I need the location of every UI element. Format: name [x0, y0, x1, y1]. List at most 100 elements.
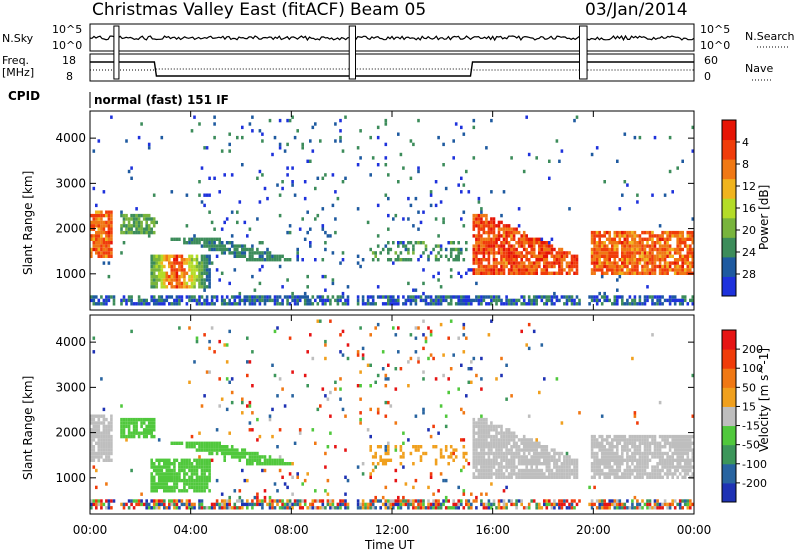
power-cell-1090	[427, 254, 430, 258]
velocity-cell-51	[97, 455, 101, 459]
velocity-cell-2132	[658, 506, 662, 510]
power-cell-1070	[419, 298, 423, 303]
nave-tick-low: 0	[704, 70, 711, 83]
velocity-cell-1482	[510, 451, 513, 456]
velocity-cell-1736	[565, 455, 569, 459]
power-cell-2326	[691, 251, 695, 255]
power-cell-690	[253, 302, 257, 306]
velocity-cell-939	[376, 499, 380, 503]
velocity-cell-857	[336, 502, 340, 507]
power-cell-699	[256, 251, 259, 255]
power-cell-2162	[658, 234, 662, 238]
velocity-cell-1473	[510, 502, 513, 507]
velocity-cell-2094	[651, 506, 654, 510]
power-cell-1352	[490, 224, 493, 228]
velocity-cell-481	[200, 472, 204, 476]
power-cell-70	[100, 220, 103, 225]
power-cell-1385	[495, 244, 498, 248]
velocity-cell-1527	[520, 475, 523, 479]
power-cell-756	[276, 295, 279, 299]
velocity-cell-2277	[686, 468, 690, 473]
power-cell-2247	[676, 247, 679, 252]
power-cell-2141	[656, 258, 659, 262]
velocity-cell-1866	[605, 434, 609, 439]
power-cell-1701	[558, 268, 561, 272]
velocity-cell-2	[90, 499, 93, 503]
power-cell-382	[178, 261, 181, 265]
power-cell-1537	[522, 302, 526, 306]
velocity-cell-1667	[548, 462, 551, 466]
velocity-cell-1714	[560, 468, 564, 473]
power-cell-1309	[485, 258, 488, 262]
velocity-cell-1963	[626, 465, 629, 469]
velocity-cell-174	[130, 417, 133, 422]
velocity-cell-748	[278, 455, 282, 459]
power-cell-1675	[550, 264, 554, 269]
power-cell-1610	[535, 254, 538, 258]
velocity-cell-1606	[535, 468, 538, 473]
velocity-cell-53	[97, 448, 101, 452]
power-cell-1492	[512, 247, 516, 252]
power-cell-1265	[477, 196, 481, 201]
power-cell-463	[195, 261, 199, 265]
xtick-label-4: 16:00	[475, 523, 510, 537]
velocity-cell-1928	[618, 465, 622, 469]
velocity-cell-502	[203, 445, 206, 449]
power-cell-2228	[673, 302, 677, 306]
power-cell-93	[105, 251, 108, 255]
power-cell-2020	[633, 251, 637, 255]
velocity-cell-1944	[621, 445, 624, 449]
power-cell-1095	[429, 203, 433, 208]
power-cell-1491	[512, 251, 516, 255]
velocity-cell-530	[208, 445, 211, 449]
velocity-cell-793	[301, 506, 304, 510]
power-cell-428	[190, 298, 194, 303]
power-cell-1507	[515, 247, 518, 252]
velocity-cell-1396	[497, 465, 501, 469]
velocity-cell-1907	[616, 506, 619, 510]
power-cell-839	[309, 298, 312, 303]
power-cell-1015	[399, 258, 403, 262]
velocity-cell-1799	[593, 438, 596, 442]
power-cell-680	[251, 298, 254, 303]
power-cell-646	[238, 251, 242, 255]
power-cell-2134	[653, 241, 657, 245]
velocity-cell-2133	[658, 502, 662, 507]
power-cell-1197	[465, 247, 468, 252]
velocity-cell-860	[339, 499, 342, 503]
velocity-cell-2198	[671, 465, 674, 469]
power-colorbar-tick-label-2: 12	[742, 180, 756, 193]
power-cell-1155	[452, 247, 455, 252]
velocity-cell-523	[208, 472, 211, 476]
velocity-cell-322	[168, 465, 171, 469]
power-cell-1945	[621, 251, 624, 255]
power-cell-2037	[636, 241, 639, 245]
power-cell-95	[105, 244, 108, 248]
velocity-cell-1926	[618, 475, 622, 479]
velocity-cell-926	[371, 502, 375, 507]
power-cell-1196	[465, 271, 468, 275]
velocity-cell-1126	[442, 455, 445, 459]
power-cell-122	[110, 295, 113, 299]
power-cell-1739	[568, 251, 571, 255]
velocity-cell-1539	[522, 472, 526, 476]
velocity-cell-1922	[616, 434, 619, 439]
power-cell-1589	[532, 302, 536, 306]
power-cell-657	[243, 302, 247, 306]
power-cell-2260	[678, 254, 682, 258]
velocity-cell-242	[152, 502, 156, 507]
power-cell-522	[205, 278, 209, 282]
power-cell-947	[371, 302, 375, 306]
power-cell-52	[97, 224, 101, 228]
power-cell-1212	[472, 258, 476, 262]
power-cell-376	[178, 285, 181, 289]
power-cell-2112	[651, 264, 654, 269]
velocity-cell-2160	[663, 472, 667, 476]
power-cell-411	[185, 261, 189, 265]
power-cell-461	[195, 268, 199, 272]
power-cell-2142	[656, 254, 659, 258]
velocity-cell-1822	[598, 448, 601, 452]
power-cell-129	[110, 230, 113, 235]
velocity-cell-2203	[671, 445, 674, 449]
velocity-cell-1054	[417, 499, 420, 503]
